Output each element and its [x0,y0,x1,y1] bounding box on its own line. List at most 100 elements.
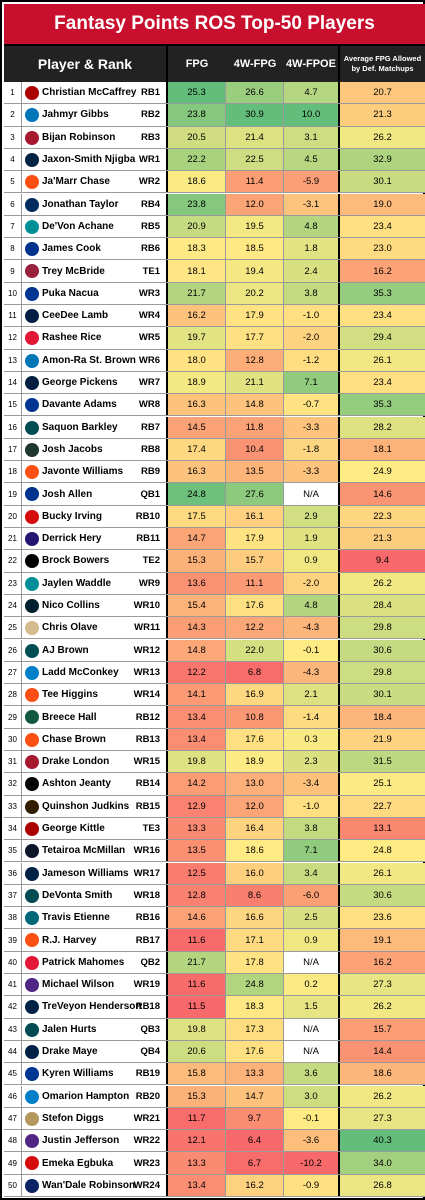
4w-fpg-cell: 8.6 [226,884,284,907]
player-name: Jameson Williams [42,867,129,879]
header-player: Player & Rank [4,46,168,82]
rank-cell: 45 [4,1063,22,1085]
rank-cell: 36 [4,862,22,884]
4w-fpg-cell: 11.4 [226,171,284,193]
allowed-cell: 19.0 [340,193,425,215]
player-name: CeeDee Lamb [42,310,109,322]
allowed-cell: 34.0 [340,1152,425,1174]
player-name: AJ Brown [42,644,89,656]
position-rank: TE1 [124,260,168,282]
player-name: James Cook [42,243,101,255]
allowed-cell: 24.9 [340,461,425,483]
rank-cell: 16 [4,416,22,438]
player-name: Wan'Dale Robinson [42,1179,136,1191]
player-name: Breece Hall [42,711,97,723]
4w-fpoe-cell: 3.0 [284,1085,340,1107]
table-row: 37 DeVonta Smith WR18 12.8 8.6 -6.0 30.6 [4,884,425,908]
4w-fpoe-cell: -1.4 [284,706,340,728]
4w-fpoe-cell: 3.1 [284,126,340,148]
table-row: 42 TreVeyon Henderson RB18 11.5 18.3 1.5 26.2 [4,996,425,1019]
table-row: 48 Justin Jefferson WR22 12.1 6.4 -3.6 40.3 [4,1130,425,1153]
fpg-cell: 20.9 [168,215,226,238]
table-row: 13 Amon-Ra St. Brown WR6 18.0 12.8 -1.2 26.1 [4,349,425,372]
4w-fpg-cell: 18.5 [226,238,284,260]
team-logo-icon [25,844,39,859]
allowed-cell: 29.8 [340,661,425,684]
4w-fpg-cell: 17.7 [226,327,284,349]
table-row: 29 Breece Hall RB12 13.4 10.8 -1.4 18.4 [4,706,425,729]
table-row: 40 Patrick Mahomes QB2 21.7 17.8 N/A 16.2 [4,951,425,974]
player-name: Ja'Marr Chase [42,176,110,188]
4w-fpoe-cell: -1.0 [284,305,340,327]
allowed-cell: 26.1 [340,349,425,371]
team-logo-icon [25,643,39,658]
player-name: Chris Olave [42,622,98,634]
position-rank: WR11 [124,617,168,639]
team-logo-icon [25,866,39,881]
rank-cell: 19 [4,483,22,505]
4w-fpg-cell: 18.3 [226,996,284,1018]
rank-cell: 10 [4,282,22,304]
player-name: Josh Allen [42,488,93,500]
allowed-cell: 19.1 [340,929,425,951]
table-row: 6 Jonathan Taylor RB4 23.8 12.0 -3.1 19.0 [4,193,425,216]
fpg-cell: 25.3 [168,82,226,104]
allowed-cell: 15.7 [340,1018,425,1040]
table-row: 12 Rashee Rice WR5 19.7 17.7 -2.0 29.4 [4,327,425,350]
team-logo-icon [25,911,39,926]
4w-fpg-cell: 13.3 [226,1063,284,1085]
rank-cell: 8 [4,238,22,260]
position-rank: RB15 [124,795,168,817]
position-rank: WR1 [124,148,168,171]
header-allowed-line1: Average FPG Allowed [343,54,422,63]
allowed-cell: 30.1 [340,684,425,706]
4w-fpg-cell: 16.0 [226,862,284,884]
fpg-cell: 19.8 [168,1018,226,1040]
team-logo-icon [25,933,39,948]
rank-cell: 37 [4,884,22,907]
4w-fpg-cell: 16.4 [226,817,284,840]
team-logo-icon [25,576,39,591]
4w-fpg-cell: 18.6 [226,840,284,862]
rank-cell: 40 [4,951,22,973]
table-row: 46 Omarion Hampton RB20 15.3 14.7 3.0 26.2 [4,1085,425,1108]
table-row: 17 Josh Jacobs RB8 17.4 10.4 -1.8 18.1 [4,438,425,462]
position-rank: WR7 [124,371,168,394]
team-logo-icon [25,286,39,301]
4w-fpg-cell: 13.5 [226,461,284,483]
rank-cell: 23 [4,572,22,594]
position-rank: WR14 [124,684,168,706]
4w-fpoe-cell: -3.3 [284,461,340,483]
4w-fpoe-cell: 3.8 [284,817,340,840]
allowed-cell: 18.6 [340,1063,425,1085]
4w-fpg-cell: 17.6 [226,594,284,617]
position-rank: WR22 [124,1130,168,1152]
team-logo-icon [25,665,39,680]
4w-fpoe-cell: 2.1 [284,684,340,706]
4w-fpg-cell: 11.8 [226,416,284,438]
fpg-cell: 17.5 [168,505,226,527]
team-logo-icon [25,1067,39,1082]
allowed-cell: 35.3 [340,282,425,304]
rank-cell: 18 [4,461,22,483]
fpg-cell: 16.3 [168,461,226,483]
position-rank: WR2 [124,171,168,193]
fpg-cell: 12.8 [168,884,226,907]
table-row: 38 Travis Etienne RB16 14.6 16.6 2.5 23.6 [4,907,425,930]
allowed-cell: 26.2 [340,1085,425,1107]
rank-cell: 31 [4,751,22,773]
table-row: 26 AJ Brown WR12 14.8 22.0 -0.1 30.6 [4,639,425,662]
allowed-cell: 31.5 [340,751,425,773]
fpg-cell: 13.4 [168,728,226,750]
player-name: Patrick Mahomes [42,956,125,968]
player-name: Kyren Williams [42,1068,114,1080]
rank-cell: 47 [4,1107,22,1130]
rank-cell: 2 [4,104,22,126]
fpg-cell: 13.4 [168,1174,226,1196]
player-name: Travis Etienne [42,912,110,924]
table-row: 27 Ladd McConkey WR13 12.2 6.8 -4.3 29.8 [4,661,425,685]
table-row: 23 Jaylen Waddle WR9 13.6 11.1 -2.0 26.2 [4,572,425,595]
4w-fpg-cell: 27.6 [226,483,284,505]
rank-cell: 38 [4,907,22,929]
rank-cell: 12 [4,327,22,349]
